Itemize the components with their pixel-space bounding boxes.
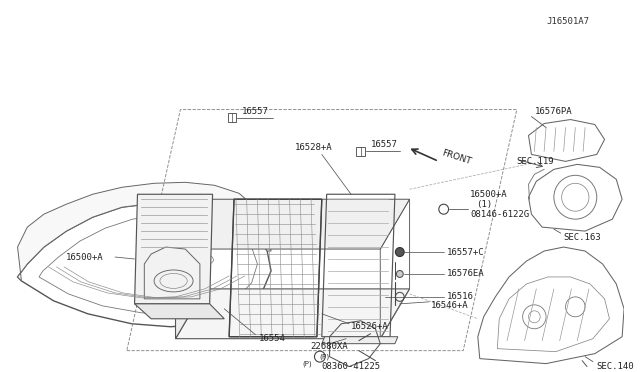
Text: 16526+A: 16526+A (351, 322, 388, 331)
Polygon shape (175, 289, 410, 339)
Polygon shape (175, 199, 205, 339)
Text: 16500+A: 16500+A (470, 190, 508, 199)
Text: 16557+C: 16557+C (447, 247, 484, 257)
Text: 16576PA: 16576PA (534, 107, 572, 116)
Polygon shape (322, 337, 398, 344)
Text: 08146-6122G: 08146-6122G (470, 210, 529, 219)
Polygon shape (175, 199, 410, 249)
Text: SEC.140: SEC.140 (596, 362, 634, 371)
Text: (1): (1) (476, 200, 492, 209)
Circle shape (396, 270, 403, 278)
Text: 16546+A: 16546+A (431, 301, 468, 310)
Text: 16528+A: 16528+A (294, 143, 332, 152)
Text: 22680XA: 22680XA (310, 342, 348, 351)
Text: FRONT: FRONT (441, 148, 472, 166)
Text: 16557: 16557 (371, 140, 397, 149)
Text: 16576EA: 16576EA (447, 269, 484, 279)
Text: (P): (P) (302, 360, 312, 367)
Text: (P): (P) (320, 353, 330, 360)
Polygon shape (134, 304, 224, 319)
Text: SEC.119: SEC.119 (517, 157, 554, 166)
Polygon shape (17, 182, 271, 281)
Text: 16500+A: 16500+A (67, 253, 104, 262)
Text: 16554: 16554 (259, 334, 285, 343)
Text: J16501A7: J16501A7 (546, 17, 589, 26)
Polygon shape (134, 194, 212, 304)
Circle shape (396, 247, 404, 257)
Text: SEC.163: SEC.163 (564, 232, 601, 241)
Text: 08360-41225: 08360-41225 (322, 362, 381, 371)
Text: 16557: 16557 (242, 107, 269, 116)
Text: 16516: 16516 (447, 292, 474, 301)
